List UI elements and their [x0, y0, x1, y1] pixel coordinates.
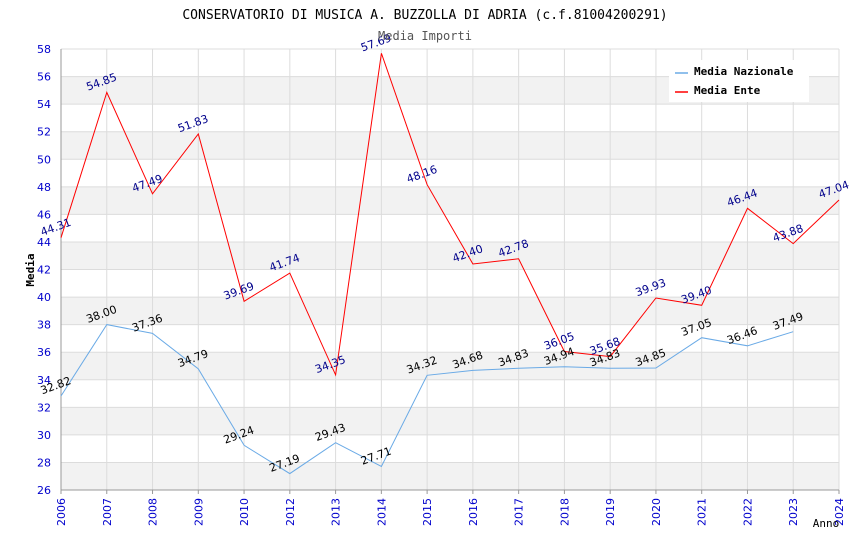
grid-band: [61, 297, 839, 325]
y-tick-label: 52: [37, 126, 51, 139]
series-group: [60, 53, 840, 475]
x-tick-label: 2008: [147, 498, 160, 526]
x-tick-label: 2017: [513, 498, 526, 526]
x-tick-labels: 2006 2007 2008 2009 2010 2012 2013 2014 2015 2016…: [55, 498, 846, 526]
x-tick-label: 2009: [192, 498, 205, 526]
y-tick-label: 40: [37, 291, 51, 304]
x-tick-label: 2013: [330, 498, 343, 526]
y-tick-label: 38: [37, 319, 51, 332]
x-tick-label: 2015: [421, 498, 434, 526]
grid-band: [61, 462, 839, 490]
legend: Media Nazionale Media Ente: [669, 60, 809, 102]
grid-band: [61, 241, 839, 270]
axes: [60, 49, 840, 494]
legend-box: [669, 60, 809, 102]
data-label-media-ente: 43.88: [771, 222, 805, 245]
x-tick-label: 2016: [467, 498, 480, 526]
grid-lines: [60, 48, 840, 491]
y-tick-label: 36: [37, 346, 51, 359]
y-tick-label: 32: [37, 401, 51, 414]
x-tick-label: 2012: [284, 498, 297, 526]
legend-label-media-nazionale: Media Nazionale: [694, 65, 794, 78]
y-tick-label: 56: [37, 71, 51, 84]
legend-label-media-ente: Media Ente: [694, 84, 761, 97]
chart-title: CONSERVATORIO DI MUSICA A. BUZZOLLA DI A…: [182, 8, 667, 23]
chart-subtitle: Media Importi: [378, 29, 472, 43]
y-tick-label: 58: [37, 43, 51, 56]
x-tick-label: 2020: [650, 498, 663, 526]
y-tick-label: 26: [37, 484, 51, 497]
grid-band: [61, 407, 839, 435]
y-tick-label: 34: [37, 374, 51, 387]
series-line-media-ente: [60, 53, 840, 377]
y-tick-label: 30: [37, 429, 51, 442]
x-tick-label: 2021: [696, 498, 709, 526]
x-axis-label: Anno: [813, 517, 840, 530]
data-label-media-ente: 48.16: [405, 163, 439, 186]
grid-band: [61, 131, 839, 160]
y-tick-label: 48: [37, 181, 51, 194]
y-tick-label: 54: [37, 98, 51, 111]
y-tick-label: 28: [37, 456, 51, 469]
series-line-media-nazionale: [60, 324, 794, 475]
grid-band: [61, 352, 839, 380]
grid-band: [61, 186, 839, 215]
plot-bands: [61, 76, 839, 490]
x-tick-label: 2023: [787, 498, 800, 526]
x-tick-label: 2007: [101, 498, 114, 526]
y-tick-label: 42: [37, 264, 51, 277]
y-tick-label: 44: [37, 236, 51, 249]
x-tick-label: 2006: [55, 498, 68, 526]
y-tick-labels: 26 28 30 32 34 36 38 40 42 44 46 48 50 52 54 56 58: [37, 43, 51, 497]
x-tick-label: 2024: [833, 498, 846, 526]
x-tick-label: 2018: [558, 498, 571, 526]
x-tick-label: 2010: [238, 498, 251, 526]
x-tick-label: 2022: [741, 498, 754, 526]
x-tick-label: 2019: [604, 498, 617, 526]
y-tick-label: 46: [37, 208, 51, 221]
data-label-media-ente: 39.93: [634, 276, 668, 299]
y-tick-label: 50: [37, 153, 51, 166]
x-tick-label: 2014: [375, 498, 388, 526]
y-axis-label: Media: [24, 253, 37, 286]
